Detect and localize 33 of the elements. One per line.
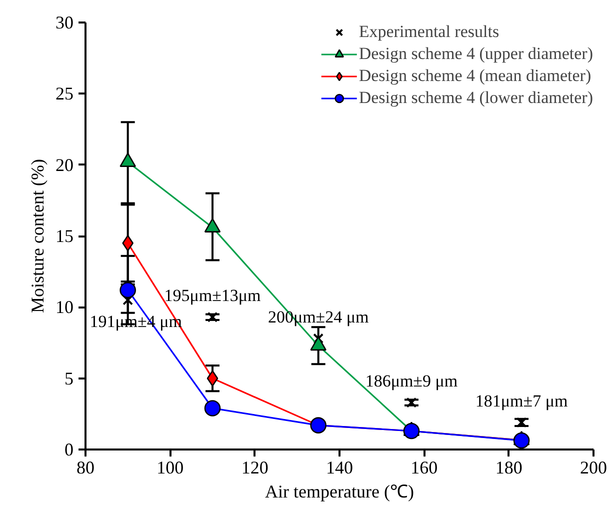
x-tick-label: 140 bbox=[326, 458, 353, 478]
point bbox=[204, 400, 221, 416]
x-tick-label: 200 bbox=[580, 458, 607, 478]
legend-label: Design scheme 4 (upper diameter) bbox=[358, 44, 593, 64]
y-tick-label: 20 bbox=[56, 154, 74, 175]
x-axis-title: Air temperature (℃) bbox=[265, 482, 414, 502]
legend-label: Design scheme 4 (lower diameter) bbox=[358, 88, 593, 108]
point bbox=[406, 397, 417, 408]
y-tick-label: 5 bbox=[64, 368, 74, 388]
y-tick-label: 15 bbox=[56, 226, 74, 246]
legend-label: Experimental results bbox=[358, 22, 500, 42]
annotation: 181μm±7 μm bbox=[475, 391, 568, 410]
point bbox=[207, 312, 218, 322]
y-tick-label: 0 bbox=[64, 440, 74, 460]
x-tick-label: 100 bbox=[156, 458, 184, 478]
y-tick-label: 30 bbox=[56, 12, 74, 32]
x-tick-label: 80 bbox=[76, 458, 94, 478]
legend-label: Design scheme 4 (mean diameter) bbox=[358, 66, 592, 86]
point bbox=[403, 422, 420, 440]
point bbox=[310, 417, 326, 434]
annotation: 186μm±9 μm bbox=[365, 372, 458, 391]
x-tick-label: 120 bbox=[241, 458, 268, 478]
point bbox=[313, 333, 324, 344]
point bbox=[206, 370, 218, 386]
point bbox=[120, 282, 136, 298]
point bbox=[516, 417, 527, 428]
annotation: 195μm±13μm bbox=[164, 286, 261, 306]
x-tick-label: 180 bbox=[495, 458, 522, 478]
x-tick-label: 160 bbox=[410, 458, 438, 478]
y-tick-label: 25 bbox=[56, 84, 74, 104]
y-tick-label: 10 bbox=[56, 297, 74, 318]
point bbox=[513, 432, 530, 449]
y-axis-title: Moisture content (%) bbox=[28, 159, 48, 313]
